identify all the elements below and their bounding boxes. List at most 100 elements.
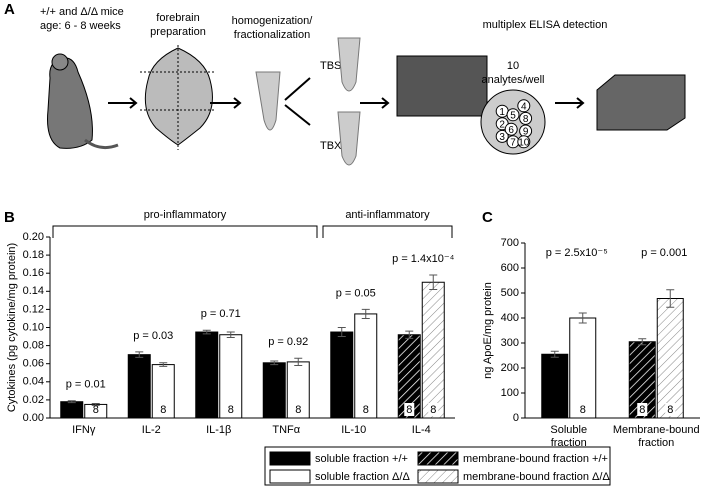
legend-label: soluble fraction +/+ — [315, 453, 408, 465]
y-tick-label: 700 — [501, 237, 519, 249]
error-bar — [405, 330, 414, 339]
y-tick-label: 600 — [501, 262, 519, 274]
n-label: 8 — [136, 404, 142, 416]
x-tick-label: Membrane-bound — [613, 424, 700, 436]
tube-label: TBX — [320, 140, 342, 152]
p-value: p = 0.001 — [641, 247, 687, 259]
n-label-bg — [428, 403, 439, 416]
well-dot — [504, 122, 518, 136]
well-dot — [517, 99, 531, 113]
legend-swatch — [417, 451, 459, 466]
p-value: p = 0.71 — [201, 308, 241, 320]
arrow — [108, 97, 138, 109]
step-text: +/+ and Δ/Δ mice — [40, 6, 124, 18]
error-bar — [135, 351, 144, 358]
y-tick-label: 0.20 — [23, 231, 44, 243]
n-label: 8 — [406, 404, 412, 416]
arrow — [284, 77, 311, 126]
group-bracket — [322, 225, 453, 238]
well-dot — [506, 108, 520, 122]
step-text: multiplex ELISA detection — [483, 19, 608, 31]
well-number: 10 — [518, 137, 530, 148]
n-label: 8 — [339, 404, 345, 416]
mouse-tail — [84, 138, 119, 150]
error-bar — [91, 403, 100, 406]
legend-swatch — [269, 469, 311, 484]
well-number: 6 — [508, 125, 514, 136]
error-bar — [202, 329, 211, 335]
mouse — [47, 57, 93, 149]
well-number: 8 — [523, 114, 529, 125]
well-number: 1 — [499, 107, 505, 118]
reader — [596, 74, 686, 131]
error-bar — [361, 308, 370, 319]
n-label: 8 — [363, 404, 369, 416]
n-label: 8 — [93, 404, 99, 416]
n-label: 8 — [430, 404, 436, 416]
well-number: 3 — [499, 132, 505, 143]
x-tick-label: fraction — [638, 437, 674, 449]
y-tick-label: 0.00 — [23, 412, 44, 424]
legend-label: membrane-bound fraction Δ/Δ — [463, 471, 610, 483]
y-tick-label: 400 — [501, 312, 519, 324]
bar — [569, 317, 597, 419]
x-tick-label: IL-2 — [142, 424, 161, 436]
analytes: analytes/well — [482, 74, 545, 86]
n-label: 8 — [580, 404, 586, 416]
error-bar — [550, 350, 559, 358]
n-label: 8 — [160, 404, 166, 416]
panel-label: C — [482, 209, 493, 226]
error-bar — [337, 327, 346, 338]
error-bar — [638, 338, 647, 346]
n-label: 8 — [639, 404, 645, 416]
panel-label: A — [4, 1, 15, 18]
p-value: p = 0.92 — [268, 336, 308, 348]
y-tick-label: 200 — [501, 362, 519, 374]
well-dot — [495, 129, 509, 143]
y-axis-label: Cytokines (pg cytokine/mg protein) — [6, 243, 18, 412]
y-tick-label: 0.02 — [23, 394, 44, 406]
error-bar — [578, 312, 587, 324]
n-label: 8 — [228, 404, 234, 416]
y-tick-label: 0.12 — [23, 303, 44, 315]
p-value: p = 0.03 — [133, 330, 173, 342]
x-tick-label: fraction — [551, 437, 587, 449]
legend-swatch — [269, 451, 311, 466]
p-value: p = 1.4x10⁻⁴ — [392, 253, 454, 265]
panel-a: A +/+ and Δ/Δ mice age: 6 - 8 weeks fore… — [4, 1, 686, 166]
bar — [354, 313, 378, 419]
step-text: homogenization/ — [232, 15, 314, 27]
p-value: p = 2.5x10⁻⁵ — [546, 247, 608, 259]
y-tick-label: 0.10 — [23, 321, 44, 333]
x-tick-label: IL-10 — [341, 424, 366, 436]
group-bracket — [52, 225, 318, 238]
bar — [421, 281, 445, 419]
n-label-bg — [665, 403, 676, 416]
well-number: 4 — [521, 101, 527, 112]
legend-label: membrane-bound fraction +/+ — [463, 453, 608, 465]
n-label-bg — [637, 403, 648, 416]
error-bar — [666, 289, 675, 308]
y-tick-label: 100 — [501, 387, 519, 399]
well-dot — [517, 135, 531, 149]
n-label: 8 — [271, 404, 277, 416]
step-text: preparation — [150, 26, 206, 38]
n-label: 8 — [204, 404, 210, 416]
error-bar — [67, 400, 76, 404]
y-tick-label: 0.04 — [23, 376, 44, 388]
y-tick-label: 0.06 — [23, 358, 44, 370]
error-bar — [270, 360, 279, 366]
well-number: 9 — [523, 127, 529, 138]
well-dot — [519, 111, 533, 125]
step-text: age: 6 - 8 weeks — [40, 20, 121, 32]
error-bar — [294, 357, 303, 367]
bar — [656, 298, 684, 419]
y-tick-label: 500 — [501, 287, 519, 299]
brain — [144, 47, 213, 146]
bar — [541, 353, 569, 419]
n-label: 8 — [69, 404, 75, 416]
y-tick-label: 0.16 — [23, 267, 44, 279]
well-number: 5 — [510, 110, 516, 121]
panel-label: B — [4, 209, 15, 226]
